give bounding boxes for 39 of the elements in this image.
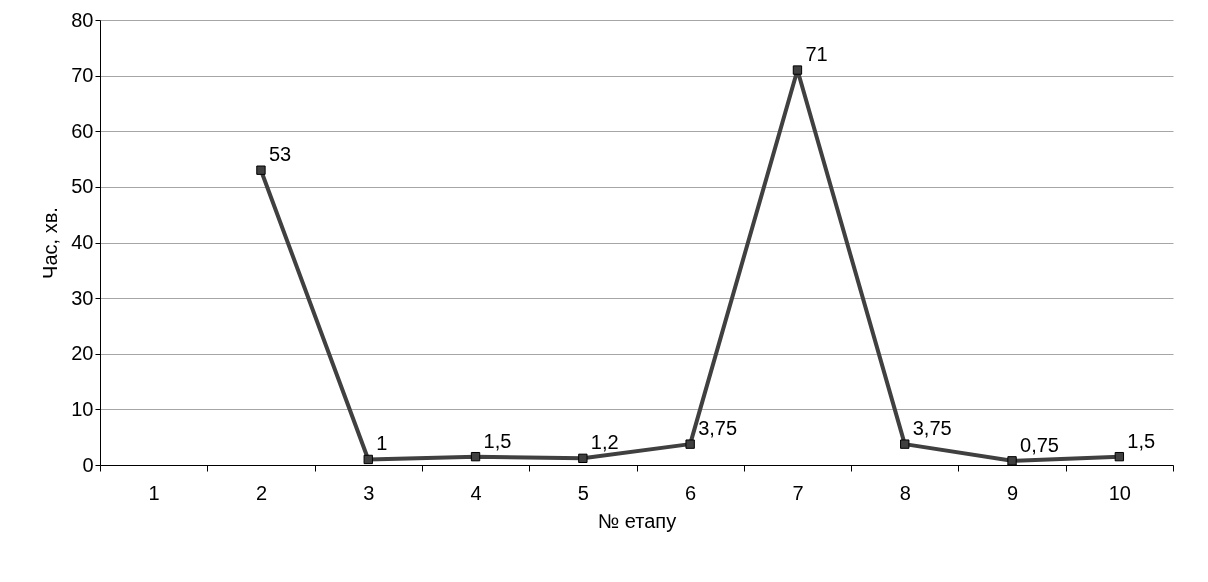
point	[578, 453, 588, 464]
data-label: 53	[268, 143, 292, 166]
x-tick-label: 2	[255, 481, 268, 504]
y-tick-label: 50	[71, 175, 94, 198]
y-tick-label: 20	[71, 342, 94, 365]
y-tick-label: 10	[71, 397, 94, 420]
x-tick-label: 9	[1006, 481, 1019, 504]
point	[1114, 451, 1125, 462]
data-label: 1,5	[483, 429, 512, 452]
point	[256, 165, 266, 175]
x-tick-label: 7	[792, 481, 804, 504]
y-tick-label: 0	[82, 453, 94, 476]
y-tick-label: 80	[71, 8, 94, 31]
x-tick-label: 4	[470, 481, 482, 504]
data-label: 0,75	[1020, 433, 1059, 456]
x-tick-label: 6	[685, 481, 697, 504]
y-tick-label: 30	[71, 286, 94, 309]
data-label: 3,75	[912, 417, 952, 440]
data-label: 1,2	[590, 431, 619, 454]
y-tick-label: 40	[71, 231, 94, 253]
point	[363, 454, 373, 465]
point	[900, 439, 910, 449]
x-tick-label: 10	[1108, 481, 1131, 504]
point	[685, 439, 695, 449]
data-label: 1,5	[1127, 429, 1156, 452]
y-tick-label: 70	[71, 64, 94, 87]
data-label: 71	[805, 43, 828, 66]
data-label: 1	[376, 432, 388, 455]
data-label: 3,75	[698, 417, 738, 440]
y-tick-label: 60	[71, 119, 94, 142]
x-tick-label: 3	[363, 481, 375, 504]
x-tick-label: 5	[577, 481, 589, 504]
x-tick-label: 1	[148, 481, 160, 504]
point	[470, 451, 481, 462]
x-tick-label: 8	[899, 481, 911, 504]
point	[792, 65, 803, 75]
point	[1007, 456, 1017, 466]
y-axis-title: Час, хв.	[39, 207, 62, 279]
x-axis-title: № етапу	[597, 509, 677, 532]
